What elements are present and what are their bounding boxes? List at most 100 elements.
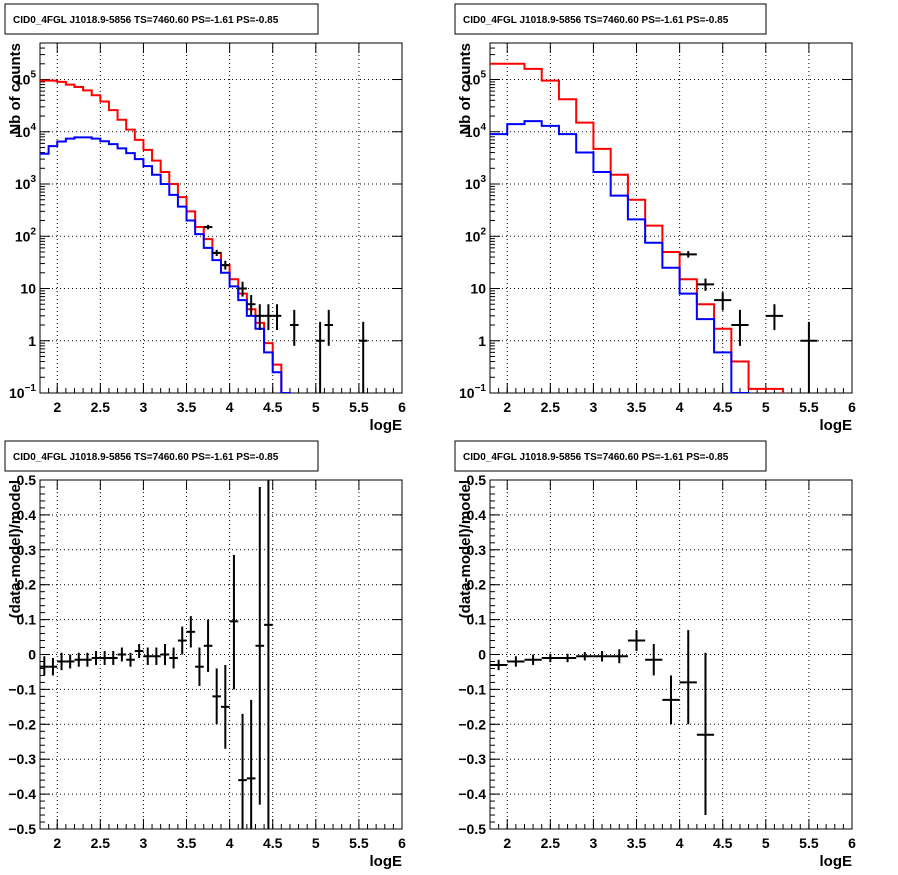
chart2-data <box>40 480 273 829</box>
chart2-ytick-label-5: 0 <box>28 647 36 663</box>
chart3-data-point-9 <box>645 644 663 676</box>
chart3-xtick-label-7: 5.5 <box>799 835 819 851</box>
chart3-data-point-8 <box>627 630 646 652</box>
chart0-xtick-label-8: 6 <box>398 399 406 415</box>
chart2-data-point-9 <box>117 647 127 662</box>
chart2-data-point-13 <box>152 647 161 665</box>
chart0-grid <box>40 43 402 393</box>
chart0-ytick-label-4: 103 <box>15 174 37 192</box>
chart0-data-point-5 <box>255 304 265 331</box>
chart3-xtick-label-0: 2 <box>503 835 511 851</box>
chart1-xtick-label-7: 5.5 <box>799 399 819 415</box>
chart2-xtick-label-3: 3.5 <box>177 835 197 851</box>
chart3-y-axis-label: (data-model)/model <box>457 480 474 618</box>
chart3-data-point-10 <box>662 675 680 725</box>
chart2-data-point-2 <box>57 652 66 671</box>
chart0-title-box <box>4 3 319 35</box>
chart1-xtick-label-5: 4.5 <box>713 399 733 415</box>
chart0-xtick-label-2: 3 <box>140 399 148 415</box>
chart0-data-point-0 <box>203 224 213 230</box>
chart1-data <box>490 62 818 393</box>
chart0-data-point-7 <box>272 304 282 331</box>
chart2-xtick-label-1: 2.5 <box>91 835 111 851</box>
chart3-grid <box>490 480 852 829</box>
chart1-ytick-label-3: 102 <box>465 226 487 244</box>
chart3-data-point-7 <box>610 649 628 664</box>
chart1-series-1-step-line <box>490 120 750 393</box>
chart2-data-point-3 <box>65 654 75 669</box>
chart1-ytick-label-6: 105 <box>465 70 487 88</box>
chart2-y-axis-label: (data-model)/model <box>7 480 24 618</box>
chart2-xtick-label-4: 4 <box>226 835 234 851</box>
chart2-data-point-14 <box>160 644 170 665</box>
chart2-ytick-label-10: 0.5 <box>17 472 37 488</box>
chart3-data-point-11 <box>679 630 697 725</box>
chart1-grid <box>490 43 852 393</box>
chart3-ytick-label-2: −0.3 <box>458 751 486 767</box>
chart2-xtick-label-5: 4.5 <box>263 835 283 851</box>
chart3-ytick-label-4: −0.1 <box>458 681 486 697</box>
chart3-xtick-label-1: 2.5 <box>541 835 561 851</box>
chart0-panel: 2 2.5 3 3.5 4 4.5 5 5.5 6 10−1 1 10 102 103 104 105 logE… <box>4 3 406 434</box>
chart2-data-point-10 <box>126 652 135 667</box>
chart0-xtick-label-7: 5.5 <box>349 399 369 415</box>
chart1-ytick-label-2: 10 <box>470 281 486 297</box>
chart0-xtick-label-6: 5 <box>312 399 320 415</box>
chart1-x-axis-label: logE <box>820 417 853 434</box>
chart3-data-point-12 <box>696 652 715 816</box>
chart0-series-1-step-line <box>40 136 291 393</box>
chart2-ytick-label-0: −0.5 <box>8 821 36 837</box>
chart0-ytick-label-2: 10 <box>20 281 36 297</box>
chart0-ytick-label-1: 1 <box>28 333 36 349</box>
chart0-xtick-label-5: 4.5 <box>263 399 283 415</box>
chart3-ytick-label-1: −0.4 <box>458 786 486 802</box>
chart2-data-point-17 <box>186 616 196 648</box>
chart2-x-axis-label: logE <box>370 853 403 870</box>
chart2-data-point-26 <box>264 480 273 829</box>
chart1-xtick-label-1: 2.5 <box>541 399 561 415</box>
chart0-data <box>40 79 368 393</box>
chart0-data-point-11 <box>358 321 368 393</box>
chart1-xtick-label-6: 5 <box>762 399 770 415</box>
chart1-xtick-label-8: 6 <box>848 399 856 415</box>
chart1-ytick-label-5: 104 <box>465 122 487 140</box>
chart0-data-point-6 <box>264 304 273 331</box>
chart2-data-point-15 <box>169 647 178 669</box>
chart3-title: CID0_4FGL J1018.9-5856 TS=7460.60 PS=-1.… <box>463 452 729 463</box>
chart1-y-axis-label: Nb of counts <box>457 43 474 135</box>
chart2-ytick-label-4: −0.1 <box>8 681 36 697</box>
chart3-x-axis-label: logE <box>820 853 853 870</box>
chart1-xtick-label-4: 4 <box>676 399 684 415</box>
chart3-xtick-label-8: 6 <box>848 835 856 851</box>
chart1-data-point-5 <box>800 321 818 393</box>
chart1-data-point-4 <box>765 304 784 331</box>
chart2-ytick-label-9: 0.4 <box>17 507 37 523</box>
chart3-data-point-3 <box>541 653 559 663</box>
chart2-data-point-22 <box>229 555 239 690</box>
chart2-data-point-16 <box>177 626 187 655</box>
chart2-ytick-label-6: 0.1 <box>17 612 37 628</box>
chart3-ytick-label-0: −0.5 <box>458 821 486 837</box>
chart0-data-point-9 <box>315 321 325 393</box>
chart0-series-0-step-line <box>40 79 291 393</box>
chart3-xtick-label-3: 3.5 <box>627 835 647 851</box>
chart0-x-axis-label: logE <box>370 417 403 434</box>
chart3-ytick-label-10: 0.5 <box>467 472 487 488</box>
chart2-data-point-25 <box>255 486 265 805</box>
chart2-title-box <box>4 440 319 472</box>
chart0-data-point-3 <box>238 281 247 297</box>
chart0-xtick-label-1: 2.5 <box>91 399 111 415</box>
chart2-xtick-label-7: 5.5 <box>349 835 369 851</box>
chart3-xtick-label-6: 5 <box>762 835 770 851</box>
chart2-xtick-label-8: 6 <box>398 835 406 851</box>
chart3-data-point-2 <box>524 654 542 665</box>
chart3-xtick-label-4: 4 <box>676 835 684 851</box>
chart2-xtick-label-0: 2 <box>53 835 61 851</box>
chart3-data-point-4 <box>558 653 577 663</box>
chart3-ytick-label-9: 0.4 <box>467 507 487 523</box>
chart3-ytick-label-7: 0.2 <box>467 577 487 593</box>
chart3-data-point-1 <box>507 656 525 667</box>
chart1-ytick-label-0: 10−1 <box>459 383 486 401</box>
chart2-data-point-21 <box>221 664 230 749</box>
chart3-data-point-6 <box>593 651 611 662</box>
